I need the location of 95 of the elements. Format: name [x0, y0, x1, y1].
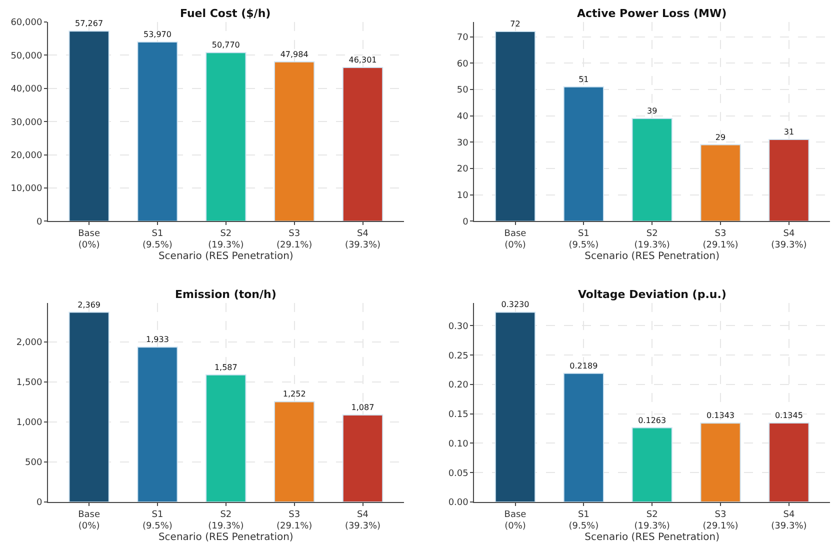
data-label: 0.3230 — [501, 300, 530, 310]
data-label: 47,984 — [280, 50, 308, 59]
data-label: 57,267 — [75, 19, 104, 28]
data-label: 0.1345 — [774, 410, 803, 420]
data-label: 39 — [647, 106, 658, 116]
bar — [768, 139, 810, 222]
y-tick-label: 0 — [36, 217, 42, 228]
x-tick-label: S2 (19.3%) — [208, 229, 244, 251]
data-label: 29 — [715, 132, 726, 142]
y-tick-label: 10 — [456, 191, 469, 201]
data-label: 0.2189 — [570, 361, 598, 370]
y-tick-label: 500 — [25, 458, 42, 468]
y-tick-label: 60,000 — [10, 18, 42, 28]
x-tick-label: S3 (29.1%) — [702, 229, 738, 251]
bar — [768, 422, 810, 502]
data-label: 0.1343 — [706, 411, 735, 420]
data-label: 46,301 — [348, 55, 377, 64]
x-axis-title: Scenario (RES Penetration) — [158, 532, 294, 543]
x-tick-label: S2 (19.3%) — [634, 510, 670, 532]
y-tick-label: 1,000 — [16, 418, 42, 428]
bar — [632, 118, 672, 222]
x-tick-label: Base (0%) — [504, 229, 527, 251]
bar — [563, 372, 604, 502]
x-tick-label: S3 (29.1%) — [276, 229, 312, 251]
bar — [342, 66, 384, 222]
y-tick-label: 10,000 — [10, 184, 42, 194]
bar — [274, 401, 315, 502]
x-axis-title: Scenario (RES Penetration) — [584, 251, 720, 262]
data-label: 53,970 — [143, 30, 172, 40]
x-axis-title: Scenario (RES Penetration) — [584, 532, 720, 543]
y-tick-label: 40,000 — [10, 84, 42, 95]
data-label: 2,369 — [78, 300, 101, 310]
x-tick-label: S4 (39.3%) — [344, 510, 381, 532]
bar — [68, 30, 110, 222]
x-axis-title: Scenario (RES Penetration) — [158, 251, 294, 262]
x-tick-label: Base (0%) — [504, 510, 527, 532]
x-tick-label: S3 (29.1%) — [702, 510, 738, 532]
x-tick-label: S2 (19.3%) — [634, 229, 670, 251]
data-label: 1,252 — [282, 390, 306, 399]
x-tick-label: S3 (29.1%) — [276, 510, 312, 532]
data-label: 1,587 — [214, 362, 238, 372]
data-label: 51 — [578, 74, 589, 84]
x-tick-label: S2 (19.3%) — [208, 510, 244, 532]
y-tick-label: 50 — [456, 86, 469, 96]
y-tick-label: 0.05 — [448, 468, 468, 479]
y-tick-label: 30 — [456, 138, 469, 148]
bar — [700, 144, 741, 222]
y-tick-label: 20,000 — [10, 150, 42, 161]
x-tick-label: Base (0%) — [78, 229, 100, 251]
y-tick-label: 30,000 — [10, 118, 42, 128]
data-label: 1,933 — [146, 335, 169, 344]
y-tick-label: 1,500 — [16, 378, 42, 388]
x-tick-label: S1 (9.5%) — [142, 510, 172, 532]
y-tick-label: 0 — [462, 217, 469, 228]
y-tick-label: 50,000 — [10, 51, 42, 62]
bar — [494, 30, 536, 222]
x-tick-label: S4 (39.3%) — [771, 510, 807, 532]
y-tick-label: 0.10 — [448, 439, 469, 450]
data-label: 0.1263 — [638, 416, 666, 425]
data-label: 31 — [784, 128, 794, 137]
x-tick-label: Base (0%) — [78, 510, 100, 532]
x-tick-label: S1 (9.5%) — [568, 229, 599, 251]
bar — [206, 374, 246, 502]
bar — [632, 427, 672, 502]
x-tick-label: S4 (39.3%) — [344, 229, 381, 251]
bar — [274, 61, 315, 222]
bar — [137, 42, 178, 222]
x-tick-label: S1 (9.5%) — [142, 229, 172, 251]
data-label: 1,087 — [351, 402, 374, 412]
data-label: 72 — [510, 19, 520, 28]
chart-title: Fuel Cost ($/h) — [180, 7, 271, 20]
x-tick-label: S4 (39.3%) — [771, 229, 807, 251]
chart-title: Voltage Deviation (p.u.) — [578, 288, 726, 301]
bar — [137, 346, 178, 502]
bar — [700, 422, 741, 502]
bar — [206, 52, 246, 222]
chart-title: Active Power Loss (MW) — [577, 7, 727, 20]
y-tick-label: 20 — [456, 164, 469, 175]
y-tick-label: 2,000 — [16, 338, 42, 348]
y-tick-label: 40 — [456, 112, 469, 122]
bar — [68, 312, 110, 502]
y-tick-label: 0.15 — [448, 410, 468, 420]
bar — [563, 86, 604, 222]
data-label: 50,770 — [212, 40, 240, 50]
bar — [342, 414, 384, 502]
y-tick-label: 70 — [456, 32, 469, 43]
x-tick-label: S1 (9.5%) — [568, 510, 599, 532]
y-tick-label: 0 — [36, 498, 42, 508]
y-tick-label: 60 — [456, 59, 469, 70]
y-tick-label: 0.25 — [448, 351, 468, 362]
y-tick-label: 0.00 — [448, 498, 469, 508]
chart-title: Emission (ton/h) — [175, 288, 276, 301]
bar — [494, 312, 536, 502]
y-tick-label: 0.20 — [448, 380, 469, 391]
y-tick-label: 0.30 — [448, 322, 469, 332]
